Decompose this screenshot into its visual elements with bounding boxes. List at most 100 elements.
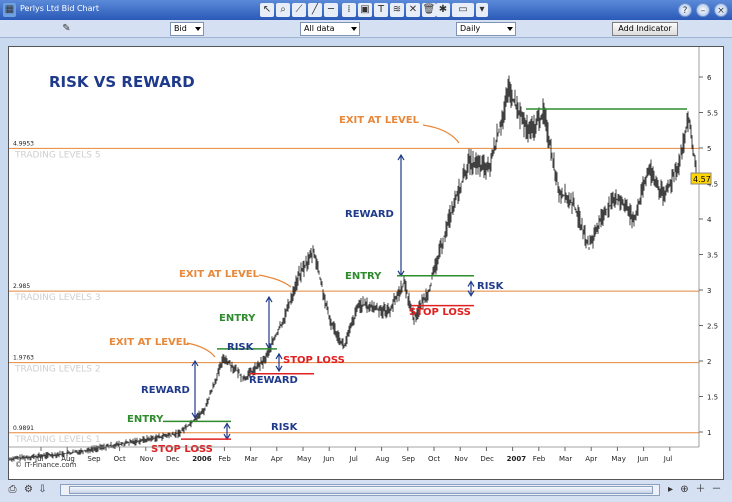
x-tick-label: Nov <box>140 455 154 463</box>
export-icon[interactable]: ⇩ <box>38 484 47 495</box>
text-icon[interactable]: T <box>374 3 388 17</box>
vertical-line-icon[interactable]: ⁞ <box>342 3 356 17</box>
y-tick-label: 4 <box>707 216 712 224</box>
x-tick-label: Aug <box>376 455 390 463</box>
x-tick-label: Feb <box>218 455 231 463</box>
x-tick-label: Aug <box>61 455 75 463</box>
annotation-label: ENTRY <box>127 414 164 425</box>
x-tick-label: Apr <box>585 455 597 463</box>
window-titlebar: ▦ Perlys Ltd Bid Chart ↖ ⌕ ⟋ ╱ ─ ⁞ ▣ T ≋… <box>0 0 732 20</box>
y-tick-label: 1 <box>707 429 711 437</box>
y-tick-label: 6 <box>707 74 712 82</box>
y-tick-label: 2.5 <box>707 323 718 331</box>
annotation-label: EXIT AT LEVEL <box>109 337 190 348</box>
annotation-label: REWARD <box>141 385 190 396</box>
price-chart[interactable]: 4.9953 TRADING LEVELS 5 2.985 TRADING LEVEL… <box>8 47 725 481</box>
y-tick-label: 4.5 <box>707 181 718 189</box>
add-indicator-button[interactable]: Add Indicator <box>612 22 678 36</box>
window-title: Perlys Ltd Bid Chart <box>20 4 99 13</box>
chevron-down-icon[interactable]: ▾ <box>476 3 488 17</box>
exit-pointer <box>186 342 216 358</box>
x-tick-label: Jun <box>322 455 334 463</box>
chart-toolbar: ✎ Bid All data Daily Add Indicator <box>0 20 732 38</box>
trendline-icon[interactable]: ╱ <box>308 3 322 17</box>
level-value: 0.9891 <box>13 425 34 432</box>
interval-value: Daily <box>460 24 481 33</box>
level-label: TRADING LEVELS 5 <box>14 150 101 160</box>
zoom-in-icon[interactable]: ＋ <box>695 484 706 495</box>
price-tag-box <box>690 172 712 185</box>
x-tick-label: Oct <box>428 455 440 463</box>
trash-icon[interactable]: 🗑 <box>422 3 436 17</box>
cursor-icon[interactable]: ↖ <box>260 3 274 17</box>
x-tick-label: 2007 <box>507 455 527 463</box>
y-tick-label: 5 <box>707 145 711 153</box>
help-button[interactable]: ? <box>678 3 692 17</box>
level-value: 4.9953 <box>13 140 34 147</box>
x-tick-label: Jul <box>348 455 358 463</box>
horizontal-line-icon[interactable]: ─ <box>324 3 338 17</box>
scroll-thumb[interactable] <box>69 486 653 494</box>
y-tick-label: 5.5 <box>707 110 718 118</box>
annotation-label: EXIT AT LEVEL <box>179 269 260 280</box>
x-tick-label: May <box>611 455 625 463</box>
y-tick-label: 2 <box>707 358 711 366</box>
x-tick-label: 2006 <box>192 455 212 463</box>
chart-area[interactable]: 4.9953 TRADING LEVELS 5 2.985 TRADING LEVEL… <box>8 46 724 480</box>
x-tick-label: Jul <box>663 455 673 463</box>
exit-pointer <box>422 124 460 144</box>
chart-settings-icon[interactable]: ▣ <box>358 3 372 17</box>
x-tick-label: Nov <box>454 455 468 463</box>
level-label: TRADING LEVELS 1 <box>14 435 101 445</box>
watermark: © IT-Finance.com <box>15 461 77 469</box>
y-tick-label: 3.5 <box>707 252 718 260</box>
minimize-button[interactable]: – <box>696 3 710 17</box>
app-icon: ▦ <box>3 3 16 17</box>
zoom-icon[interactable]: ⌕ <box>276 3 290 17</box>
y-tick-label: 1.5 <box>707 394 718 402</box>
scroll-right-icon[interactable]: ▸ <box>667 484 674 495</box>
range-value: All data <box>304 24 335 33</box>
annotation-label: RISK <box>271 422 299 433</box>
exit-pointer <box>258 274 292 288</box>
price-type-value: Bid <box>174 24 187 33</box>
annotation-label: STOP LOSS <box>151 444 213 455</box>
arrow-head <box>467 280 475 297</box>
interval-select[interactable]: Daily <box>456 22 516 36</box>
range-select[interactable]: All data <box>300 22 360 36</box>
fibonacci-icon[interactable]: ≋ <box>390 3 404 17</box>
zoom-out-icon[interactable]: － <box>711 484 722 495</box>
line-tool-icon[interactable]: ⟋ <box>292 3 306 17</box>
drawing-pen-icon[interactable]: ✎ <box>62 23 71 34</box>
indicator-icon[interactable]: ✱ <box>436 3 450 17</box>
color-swatch-icon[interactable]: ▭ <box>452 3 474 17</box>
x-tick-label: Jul <box>34 455 44 463</box>
price-line <box>8 75 697 462</box>
zoom-fit-icon[interactable]: ⊕ <box>680 484 689 495</box>
price-tag: 4.57 <box>693 175 711 184</box>
close-button[interactable]: × <box>714 3 728 17</box>
price-type-select[interactable]: Bid <box>170 22 204 36</box>
horizontal-scrollbar[interactable] <box>60 484 660 496</box>
annotation-label: REWARD <box>345 209 394 220</box>
delete-icon[interactable]: ✕ <box>406 3 420 17</box>
level-value: 2.985 <box>13 283 30 290</box>
annotation-label: STOP LOSS <box>409 307 471 318</box>
arrow-head <box>275 352 283 373</box>
annotation-label: EXIT AT LEVEL <box>339 115 420 126</box>
annotation-label: RISK <box>477 281 505 292</box>
x-tick-label: Sep <box>87 455 101 463</box>
x-tick-label: Apr <box>271 455 283 463</box>
y-tick-label: 3 <box>707 287 711 295</box>
print-icon[interactable]: ⎙ <box>8 484 17 495</box>
x-tick-label: Dec <box>480 455 494 463</box>
level-label: TRADING LEVELS 2 <box>14 365 101 375</box>
settings-icon[interactable]: ⚙ <box>24 484 33 495</box>
x-tick-label: Jun <box>637 455 649 463</box>
x-tick-label: May <box>297 455 311 463</box>
annotation-label: RISK <box>227 342 255 353</box>
annotation-label: ENTRY <box>219 313 256 324</box>
annotation-label: ENTRY <box>345 271 382 282</box>
level-label: TRADING LEVELS 3 <box>14 293 101 303</box>
x-tick-label: Feb <box>533 455 546 463</box>
